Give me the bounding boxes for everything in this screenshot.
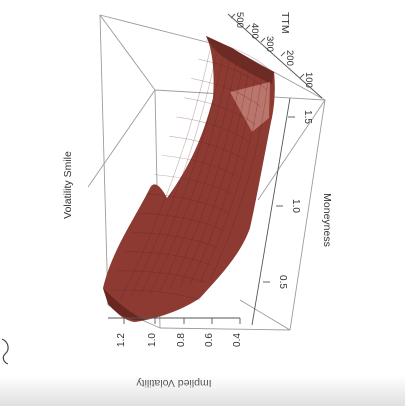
mesh-line — [117, 270, 206, 283]
corner-curl-mark — [1, 338, 9, 365]
y-axis-label: TTM — [279, 12, 291, 34]
mesh-line — [198, 58, 267, 90]
mesh-line — [183, 97, 256, 125]
z-tick-label: 0.4 — [232, 333, 243, 347]
box-edge-bottom-right — [239, 299, 291, 331]
box-edge-right — [289, 99, 326, 331]
z-tick-label: 0.8 — [176, 333, 187, 347]
surface-lower-fold — [103, 288, 145, 321]
x-axis-label: Moneyness — [321, 193, 333, 247]
mesh-line — [191, 78, 262, 108]
mesh-line — [149, 59, 230, 294]
x-tick-label: 1.0 — [290, 199, 301, 213]
box-edge-left — [99, 14, 109, 306]
mesh-line — [189, 73, 256, 285]
z-axis-label: Implied Volatility — [136, 377, 212, 389]
box-edge-top-left — [99, 14, 156, 91]
y-tick-mark — [280, 51, 286, 57]
box-edge-top — [99, 14, 231, 49]
y-tick-label: 400 — [249, 23, 260, 39]
y-tick-mark — [245, 24, 251, 30]
mesh-line — [154, 174, 234, 196]
mesh-line — [146, 193, 228, 213]
x-tick-label: 1.5 — [302, 110, 313, 124]
mesh-line — [109, 289, 201, 301]
mesh-line — [139, 56, 224, 296]
mesh-line — [124, 251, 212, 266]
y-tick-mark — [260, 37, 266, 43]
y-tick-mark — [230, 13, 236, 19]
mesh-line — [119, 49, 211, 301]
x-axis: 0.5 1.0 1.5 Moneyness — [251, 97, 333, 326]
surface-highlight — [230, 82, 270, 132]
mesh-line — [139, 212, 223, 231]
mesh-line — [199, 76, 262, 283]
y-tick-label: 500 — [234, 12, 245, 28]
mesh-line — [169, 135, 245, 160]
y-tick-label: 100 — [303, 72, 314, 88]
mesh-line — [161, 155, 239, 178]
x-axis-line — [251, 97, 291, 326]
surface-main — [103, 36, 275, 322]
surface-front-ridge — [206, 36, 274, 84]
z-tick-label: 1.2 — [116, 333, 127, 347]
mesh-line — [169, 66, 243, 290]
surface — [103, 36, 275, 322]
mesh-line — [132, 232, 217, 248]
surface-mesh — [109, 39, 273, 301]
y-axis: 100 200 300 400 500 TTM — [227, 12, 323, 99]
mesh-line — [176, 116, 251, 143]
y-tick-label: 200 — [284, 50, 295, 66]
y-tick-mark — [299, 73, 305, 79]
mesh-line — [159, 63, 237, 292]
x-tick-label: 0.5 — [277, 275, 288, 289]
mesh-line — [129, 53, 217, 298]
y-tick-label: 300 — [264, 36, 275, 52]
mesh-line — [209, 79, 269, 281]
z-tick-label: 0.6 — [204, 333, 215, 347]
box-edge-bottom — [159, 327, 291, 331]
chart-title: Volatility Smile — [62, 151, 74, 219]
mesh-line — [179, 69, 249, 287]
mesh-line — [205, 39, 273, 73]
y-axis-line — [227, 13, 323, 99]
z-tick-label: 1.0 — [147, 333, 158, 347]
